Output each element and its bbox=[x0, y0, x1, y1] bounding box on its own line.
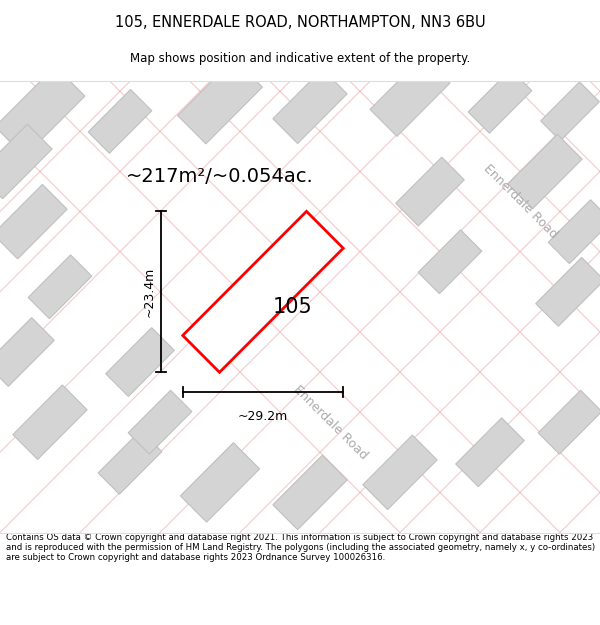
Text: 105: 105 bbox=[273, 297, 313, 317]
Polygon shape bbox=[181, 442, 260, 522]
Text: ~29.2m: ~29.2m bbox=[238, 411, 288, 423]
Polygon shape bbox=[468, 69, 532, 133]
Polygon shape bbox=[128, 390, 192, 454]
Polygon shape bbox=[508, 134, 582, 209]
Polygon shape bbox=[98, 431, 162, 494]
Polygon shape bbox=[106, 328, 174, 396]
Polygon shape bbox=[363, 435, 437, 509]
Polygon shape bbox=[273, 455, 347, 529]
Text: Ennerdale Road: Ennerdale Road bbox=[481, 162, 560, 241]
Text: Contains OS data © Crown copyright and database right 2021. This information is : Contains OS data © Crown copyright and d… bbox=[6, 532, 595, 562]
Polygon shape bbox=[273, 69, 347, 144]
Polygon shape bbox=[536, 258, 600, 326]
Polygon shape bbox=[88, 89, 152, 153]
Polygon shape bbox=[183, 211, 343, 372]
Text: Map shows position and indicative extent of the property.: Map shows position and indicative extent… bbox=[130, 52, 470, 65]
Polygon shape bbox=[541, 82, 599, 141]
Polygon shape bbox=[456, 418, 524, 487]
Polygon shape bbox=[418, 230, 482, 294]
Polygon shape bbox=[0, 318, 54, 386]
Polygon shape bbox=[0, 184, 67, 259]
Text: 105, ENNERDALE ROAD, NORTHAMPTON, NN3 6BU: 105, ENNERDALE ROAD, NORTHAMPTON, NN3 6B… bbox=[115, 15, 485, 30]
Text: Ennerdale Road: Ennerdale Road bbox=[290, 382, 370, 462]
Polygon shape bbox=[0, 124, 52, 199]
Polygon shape bbox=[0, 66, 85, 156]
Polygon shape bbox=[548, 200, 600, 264]
Text: ~217m²/~0.054ac.: ~217m²/~0.054ac. bbox=[126, 167, 314, 186]
Text: ~23.4m: ~23.4m bbox=[142, 267, 155, 317]
Polygon shape bbox=[13, 385, 87, 459]
Polygon shape bbox=[396, 157, 464, 226]
Polygon shape bbox=[370, 56, 450, 136]
Polygon shape bbox=[28, 255, 92, 319]
Polygon shape bbox=[178, 59, 262, 144]
Polygon shape bbox=[538, 390, 600, 454]
